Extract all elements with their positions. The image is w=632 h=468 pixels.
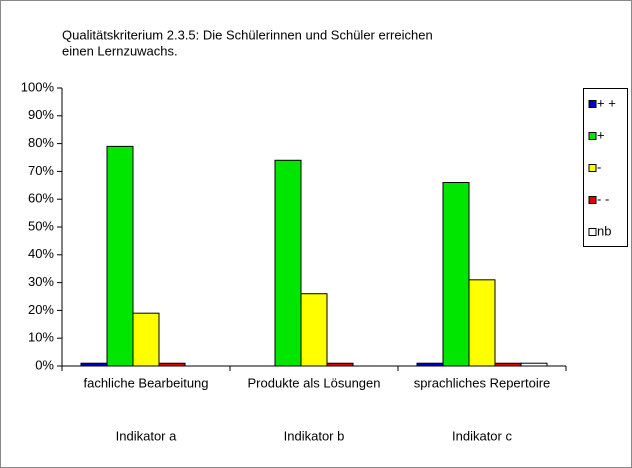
bar [300,293,328,367]
legend-swatch [588,100,597,108]
bar [468,279,496,367]
x-group-label: Indikator c [452,428,512,443]
y-tick-label: 80% [28,135,54,150]
chart-title-line: Qualitätskriterium 2.3.5: Die Schülerinn… [62,27,433,42]
x-group-label: Indikator b [284,428,345,443]
legend-label: - - [597,191,609,206]
bar [442,182,470,367]
bar [132,312,160,367]
legend-swatch [588,164,597,172]
y-tick-label: 10% [28,330,54,345]
y-tick-label: 20% [28,302,54,317]
bar [80,362,108,367]
legend-label: nb [597,223,611,238]
legend-swatch [588,132,597,140]
bar [416,362,444,367]
y-tick-label: 0% [35,357,54,372]
y-tick-label: 30% [28,274,54,289]
y-tick-label: 90% [28,107,54,122]
legend-label: + + [597,95,616,110]
bar [274,159,302,367]
y-tick-label: 70% [28,163,54,178]
legend-swatch [588,228,597,236]
x-tick-label: Produkte als Lösungen [248,375,381,390]
bar [158,362,186,367]
x-tick-label: fachliche Bearbeitung [83,375,208,390]
y-tick-label: 50% [28,218,54,233]
bar [520,362,548,367]
bar [106,145,134,367]
x-group-label: Indikator a [116,428,177,443]
x-tick-label: sprachliches Repertoire [414,375,551,390]
legend-label: + [597,127,605,142]
y-tick-label: 60% [28,191,54,206]
y-tick-label: 100% [21,79,55,94]
bar [326,362,354,367]
bar [494,362,522,367]
legend-swatch [588,196,597,204]
chart-title-line: einen Lernzuwachs. [62,43,178,58]
legend-label: - [597,159,601,174]
y-tick-label: 40% [28,246,54,261]
